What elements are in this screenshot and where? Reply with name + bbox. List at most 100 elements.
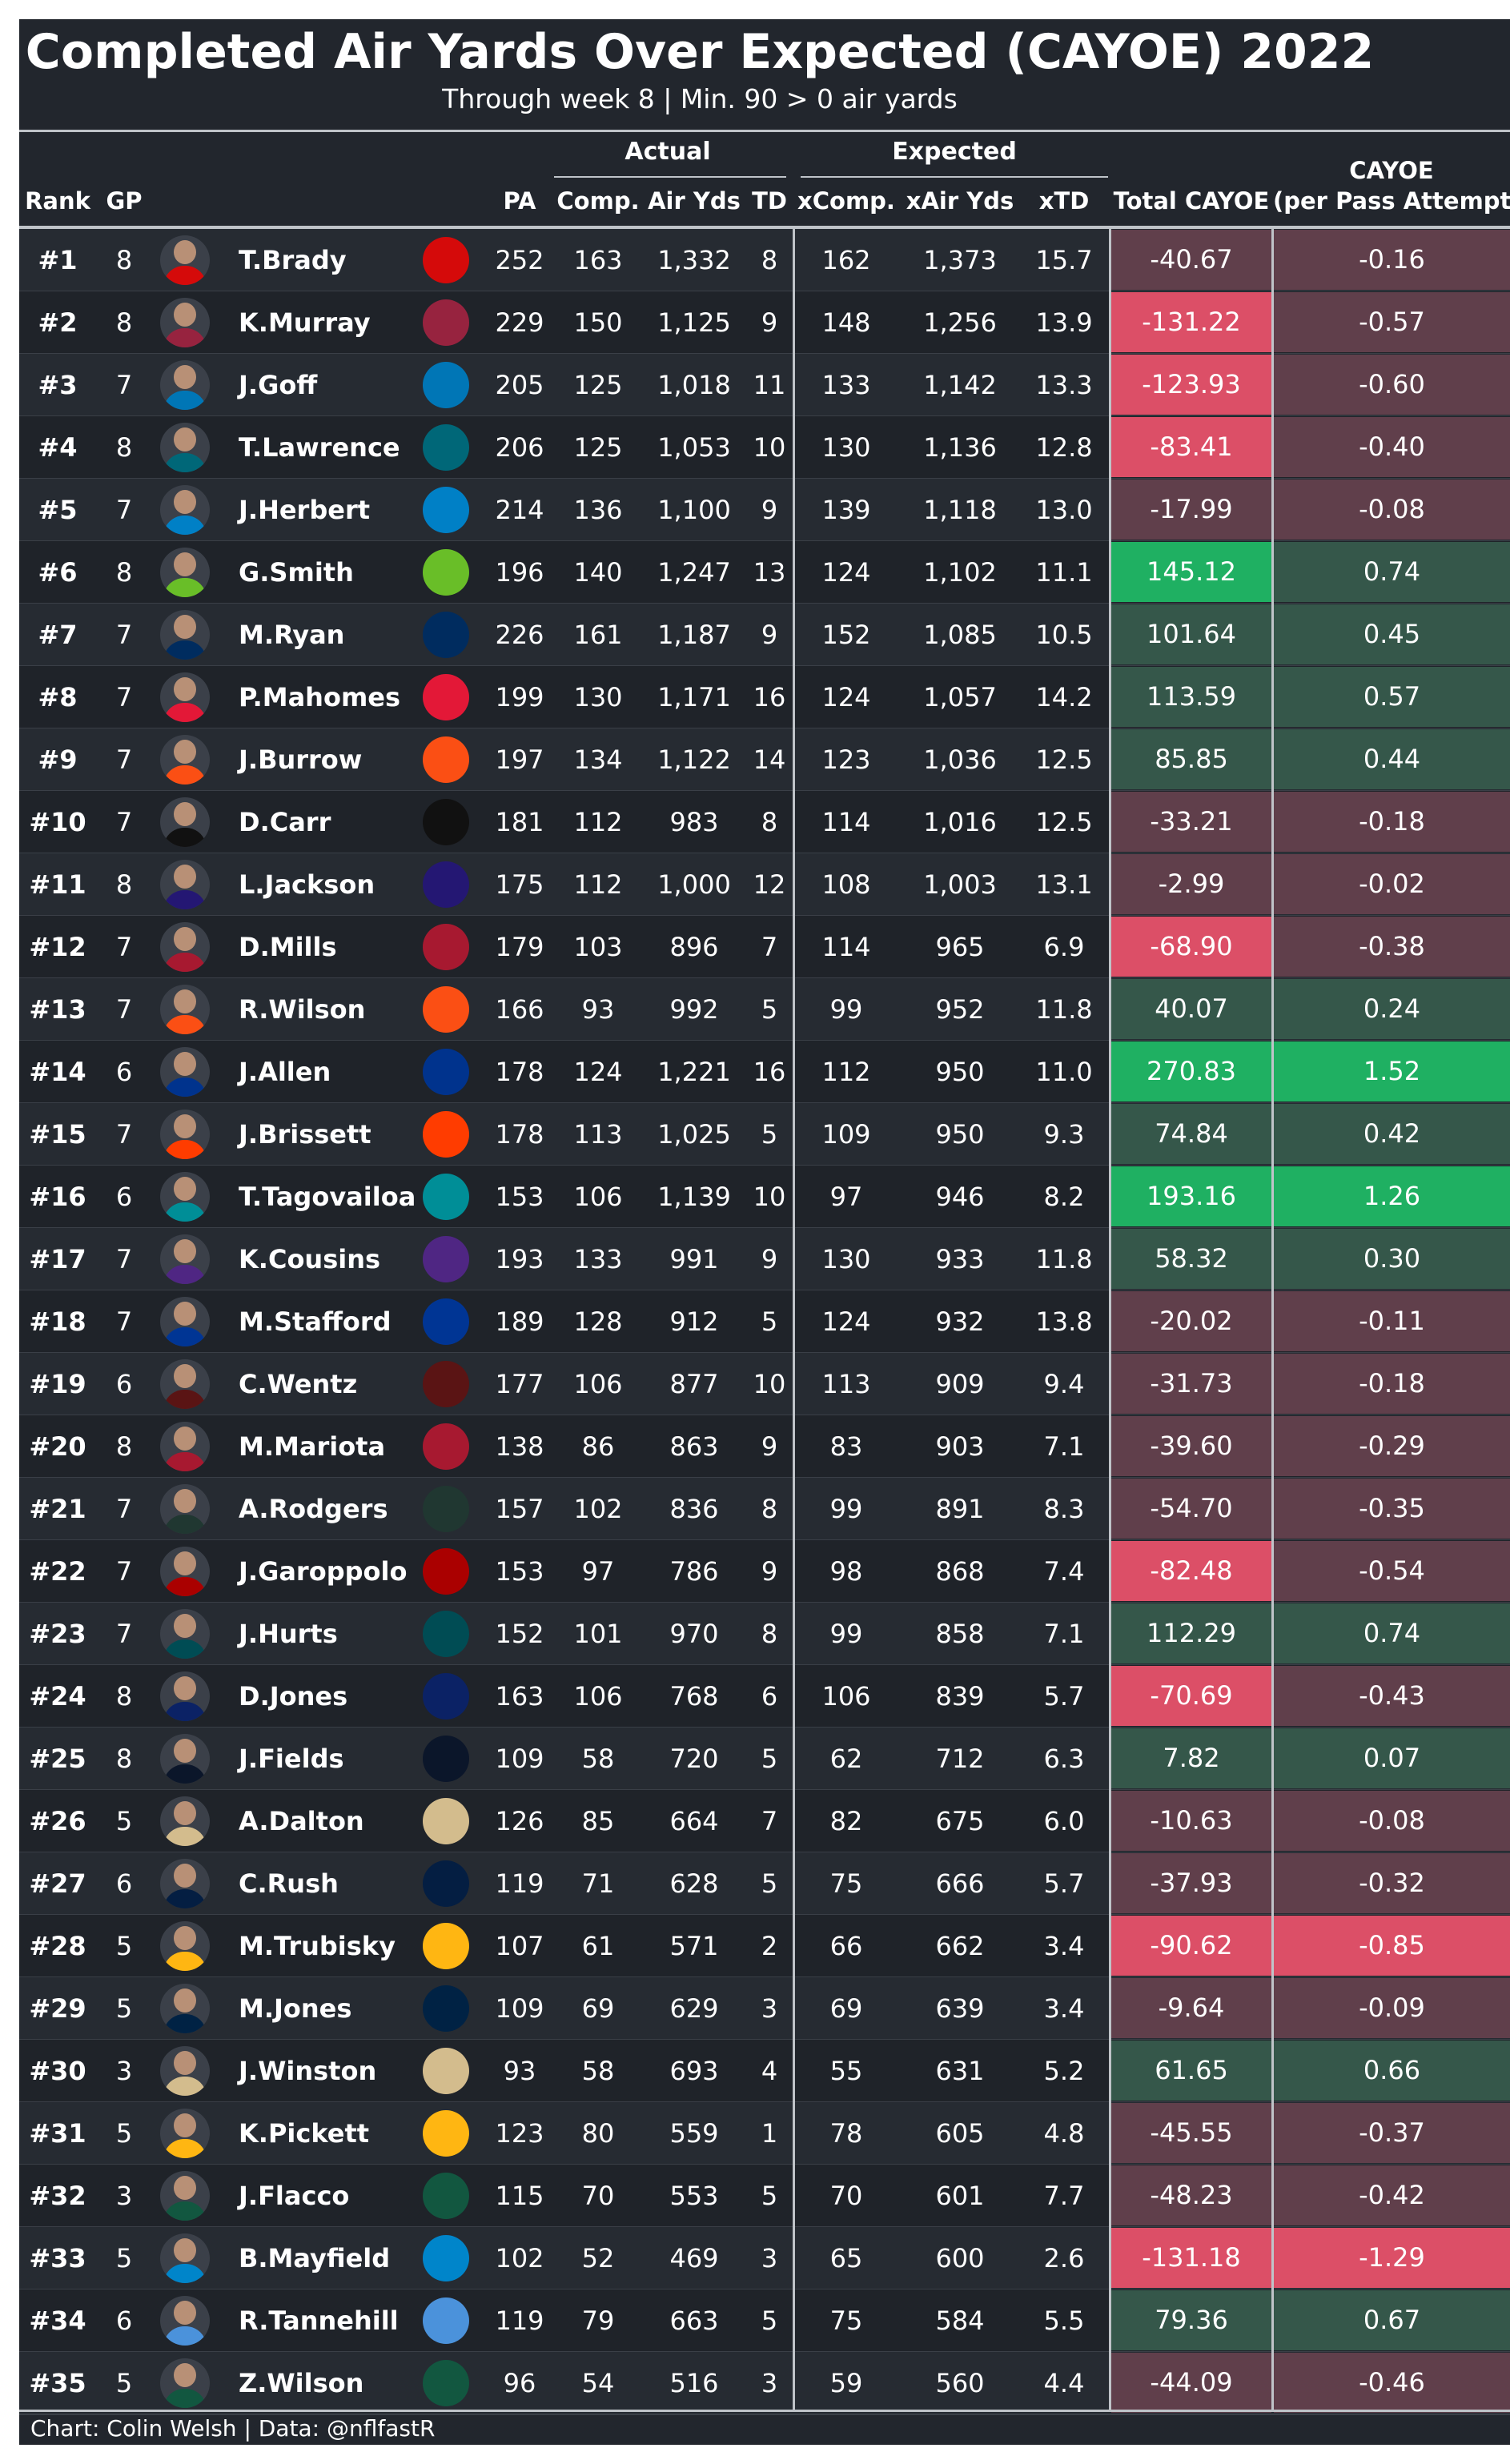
table-row: #19 6 177 106 877 10 113 909 9.4 C.Wentz -31.73 -0.… [19,1353,1510,1416]
gp-cell: 8 [115,432,133,463]
xair-yds-cell: 1,256 [923,307,997,338]
player-name: J.Garoppolo [239,1556,408,1587]
xair-yds-cell: 675 [935,1806,985,1836]
cowboys-logo [423,1860,469,1907]
col-gp: GP [106,187,143,215]
col-pa: PA [503,187,536,215]
cayoe-per-pa-cell: -0.18 [1274,792,1510,852]
xcomp-cell: 130 [821,432,871,463]
table-row: #34 6 119 79 663 5 75 584 5.5 R.Tannehill 79.36 0.6… [19,2289,1510,2353]
total-cayoe-cell: -2.99 [1111,854,1271,914]
td-cell: 9 [761,495,778,525]
td-cell: 5 [761,994,778,1025]
cayoe-per-pa-cell: 0.42 [1274,1104,1510,1164]
td-cell: 7 [761,1806,778,1836]
xcomp-cell: 162 [821,245,871,275]
td-cell: 5 [761,1868,778,1899]
divider-total-perpa [1271,229,1274,2410]
cayoe-per-pa-cell: -0.18 [1274,1354,1510,1414]
xcomp-cell: 123 [821,744,871,775]
xcomp-cell: 55 [829,2056,863,2086]
jaguars-logo [423,424,469,471]
comp-cell: 134 [573,744,623,775]
player-headshot [160,1547,210,1596]
xcomp-cell: 124 [821,682,871,712]
player-headshot [160,1796,210,1846]
table-row: #23 7 152 101 970 8 99 858 7.1 J.Hurts 112.29 0.74 [19,1603,1510,1666]
xcomp-cell: 66 [829,1931,863,1961]
air-yds-cell: 1,187 [657,620,731,650]
falcons-logo [423,1423,469,1470]
cayoe-per-pa-cell: 0.30 [1274,1229,1510,1289]
comp-cell: 58 [581,2056,615,2086]
gp-cell: 7 [115,1556,133,1587]
total-cayoe-cell: -45.55 [1111,2103,1271,2163]
xair-yds-cell: 891 [935,1494,985,1524]
total-cayoe-cell: 113.59 [1111,667,1271,727]
comp-cell: 106 [573,1369,623,1399]
col-xair-yds: xAir Yds [906,187,1014,215]
xair-yds-cell: 933 [935,1244,985,1274]
player-name: M.Stafford [239,1306,392,1337]
table-row: #9 7 197 134 1,122 14 123 1,036 12.5 J.Burrow 85.8… [19,728,1510,792]
gp-cell: 6 [115,1868,133,1899]
player-name: B.Mayfield [239,2243,391,2273]
cayoe-table-panel: Completed Air Yards Over Expected (CAYOE… [19,19,1510,2445]
cayoe-per-pa-cell: 0.66 [1274,2041,1510,2101]
rank-cell: #33 [29,2243,86,2273]
rank-cell: #29 [29,1993,86,2024]
table-row: #24 8 163 106 768 6 106 839 5.7 D.Jones -70.69 -0.4… [19,1665,1510,1728]
air-yds-cell: 992 [669,994,719,1025]
pa-cell: 157 [495,1494,544,1524]
td-cell: 10 [753,432,786,463]
xtd-cell: 7.4 [1043,1556,1085,1587]
xair-yds-cell: 600 [935,2243,985,2273]
xtd-cell: 8.3 [1043,1494,1085,1524]
comp-cell: 150 [573,307,623,338]
xair-yds-cell: 666 [935,1868,985,1899]
pa-cell: 229 [495,307,544,338]
comp-cell: 130 [573,682,623,712]
table-row: #2 8 229 150 1,125 9 148 1,256 13.9 K.Murray -131.… [19,291,1510,355]
xair-yds-cell: 639 [935,1993,985,2024]
rank-cell: #3 [38,370,78,400]
saints-logo [423,2048,469,2094]
dolphins-logo [423,1174,469,1220]
xair-yds-cell: 712 [935,1744,985,1774]
xair-yds-cell: 950 [935,1057,985,1087]
xtd-cell: 9.3 [1043,1119,1085,1150]
xair-yds-cell: 631 [935,2056,985,2086]
table-row: #4 8 206 125 1,053 10 130 1,136 12.8 T.Lawrence -8… [19,416,1510,480]
comp-cell: 124 [573,1057,623,1087]
xcomp-cell: 133 [821,370,871,400]
pa-cell: 252 [495,245,544,275]
total-cayoe-cell: -54.70 [1111,1479,1271,1539]
cayoe-per-pa-cell: -0.40 [1274,417,1510,477]
pa-cell: 126 [495,1806,544,1836]
group-header-actual: Actual [624,138,711,166]
comp-cell: 128 [573,1306,623,1337]
total-cayoe-cell: -123.93 [1111,355,1271,415]
xair-yds-cell: 605 [935,2118,985,2149]
table-row: #8 7 199 130 1,171 16 124 1,057 14.2 P.Mahomes 113… [19,666,1510,729]
player-name: J.Goff [239,370,318,400]
total-cayoe-cell: -33.21 [1111,792,1271,852]
gp-cell: 5 [115,2368,133,2398]
player-headshot [160,1984,210,2033]
rank-cell: #25 [29,1744,86,1774]
player-headshot [160,2171,210,2221]
rank-cell: #35 [29,2368,86,2398]
xtd-cell: 14.2 [1035,682,1093,712]
air-yds-cell: 970 [669,1619,719,1649]
xcomp-cell: 99 [829,994,863,1025]
pa-cell: 123 [495,2118,544,2149]
xair-yds-cell: 946 [935,1182,985,1212]
jets-logo [423,2360,469,2406]
total-cayoe-cell: 61.65 [1111,2041,1271,2101]
player-headshot [160,548,210,597]
total-cayoe-cell: -37.93 [1111,1853,1271,1913]
xtd-cell: 13.3 [1035,370,1093,400]
total-cayoe-cell: -83.41 [1111,417,1271,477]
xtd-cell: 5.2 [1043,2056,1085,2086]
xcomp-cell: 75 [829,1868,863,1899]
